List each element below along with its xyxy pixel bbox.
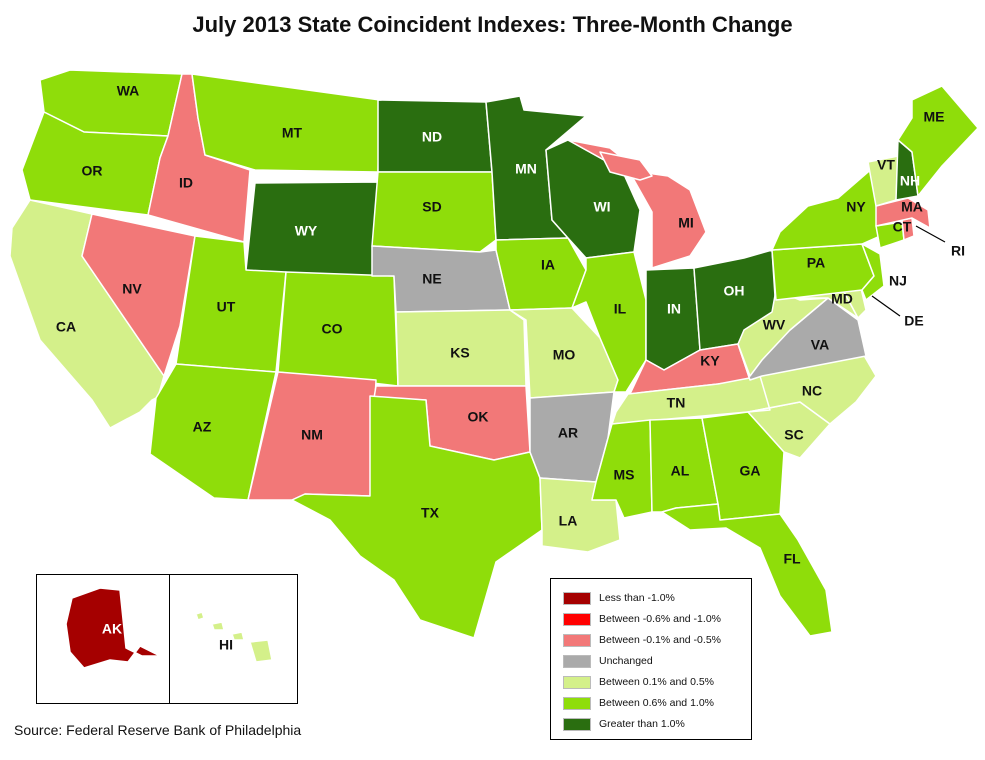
source-note: Source: Federal Reserve Bank of Philadel… bbox=[14, 722, 302, 738]
legend-label: Between -0.6% and -1.0% bbox=[599, 613, 721, 625]
state-label-or: OR bbox=[82, 163, 103, 179]
inset-box bbox=[36, 574, 298, 704]
legend-label: Between 0.6% and 1.0% bbox=[599, 697, 714, 709]
state-label-ca: CA bbox=[56, 319, 76, 335]
state-label-ut: UT bbox=[217, 299, 236, 315]
state-label-oh: OH bbox=[724, 283, 745, 299]
state-label-id: ID bbox=[179, 175, 193, 191]
state-label-nd: ND bbox=[422, 129, 442, 145]
state-label-me: ME bbox=[924, 109, 945, 125]
state-label-ak: AK bbox=[102, 621, 122, 637]
state-label-wy: WY bbox=[295, 223, 318, 239]
state-label-vt: VT bbox=[877, 157, 895, 173]
state-ia bbox=[495, 237, 587, 311]
state-nc bbox=[747, 351, 877, 425]
state-label-in: IN bbox=[667, 301, 681, 317]
state-sd bbox=[371, 171, 497, 253]
state-label-nj: NJ bbox=[889, 273, 907, 289]
state-il bbox=[571, 251, 647, 393]
state-label-sc: SC bbox=[784, 427, 803, 443]
state-label-ne: NE bbox=[422, 271, 441, 287]
ri-leader-line bbox=[915, 225, 946, 243]
state-label-ms: MS bbox=[614, 467, 635, 483]
state-label-wa: WA bbox=[117, 83, 140, 99]
state-fl bbox=[661, 503, 833, 637]
legend-label: Between 0.1% and 0.5% bbox=[599, 676, 714, 688]
state-label-nm: NM bbox=[301, 427, 323, 443]
legend-item: Greater than 1.0% bbox=[563, 717, 685, 731]
state-label-ri: RI bbox=[951, 243, 965, 259]
legend-swatch bbox=[563, 696, 591, 710]
state-label-nc: NC bbox=[802, 383, 822, 399]
legend-swatch bbox=[563, 654, 591, 668]
state-label-hi: HI bbox=[219, 637, 233, 653]
legend-label: Unchanged bbox=[599, 655, 653, 667]
state-label-ga: GA bbox=[740, 463, 761, 479]
de-leader-line bbox=[871, 295, 901, 317]
state-nj bbox=[861, 243, 885, 301]
state-nv bbox=[81, 213, 196, 377]
state-label-mo: MO bbox=[553, 347, 576, 363]
state-label-pa: PA bbox=[807, 255, 825, 271]
legend-swatch bbox=[563, 675, 591, 689]
state-label-md: MD bbox=[831, 291, 853, 307]
state-label-mi: MI bbox=[678, 215, 694, 231]
legend: Less than -1.0% Between -0.6% and -1.0% Be… bbox=[550, 578, 752, 740]
state-az bbox=[149, 363, 277, 501]
state-label-ky: KY bbox=[700, 353, 720, 369]
state-label-az: AZ bbox=[193, 419, 212, 435]
state-label-ma: MA bbox=[901, 199, 923, 215]
state-label-ia: IA bbox=[541, 257, 555, 273]
state-label-al: AL bbox=[671, 463, 690, 479]
state-label-sd: SD bbox=[422, 199, 441, 215]
legend-swatch bbox=[563, 612, 591, 626]
legend-item: Between -0.6% and -1.0% bbox=[563, 612, 721, 626]
legend-item: Between 0.6% and 1.0% bbox=[563, 696, 714, 710]
state-label-wi: WI bbox=[593, 199, 610, 215]
legend-swatch bbox=[563, 717, 591, 731]
state-ks bbox=[395, 309, 527, 387]
legend-item: Between -0.1% and -0.5% bbox=[563, 633, 721, 647]
legend-swatch bbox=[563, 633, 591, 647]
legend-label: Less than -1.0% bbox=[599, 592, 675, 604]
state-ak bbox=[65, 587, 161, 669]
state-me bbox=[897, 85, 979, 197]
state-label-mn: MN bbox=[515, 161, 537, 177]
state-tx bbox=[291, 395, 543, 639]
state-label-il: IL bbox=[614, 301, 627, 317]
state-label-co: CO bbox=[322, 321, 343, 337]
map-title: July 2013 State Coincident Indexes: Thre… bbox=[192, 12, 793, 37]
state-label-ct: CT bbox=[893, 219, 912, 235]
inset-divider bbox=[169, 575, 170, 703]
legend-swatch bbox=[563, 591, 591, 605]
state-label-mt: MT bbox=[282, 125, 303, 141]
state-label-ks: KS bbox=[450, 345, 469, 361]
legend-label: Between -0.1% and -0.5% bbox=[599, 634, 721, 646]
state-label-ar: AR bbox=[558, 425, 578, 441]
state-label-nv: NV bbox=[122, 281, 142, 297]
state-label-va: VA bbox=[811, 337, 829, 353]
legend-label: Greater than 1.0% bbox=[599, 718, 685, 730]
state-label-nh: NH bbox=[900, 173, 920, 189]
state-label-tx: TX bbox=[421, 505, 440, 521]
state-wv bbox=[737, 289, 829, 377]
state-mt bbox=[191, 73, 381, 173]
state-label-tn: TN bbox=[667, 395, 686, 411]
state-label-la: LA bbox=[559, 513, 578, 529]
legend-item: Less than -1.0% bbox=[563, 591, 675, 605]
legend-item: Unchanged bbox=[563, 654, 653, 668]
state-hi bbox=[195, 611, 273, 663]
state-label-fl: FL bbox=[783, 551, 801, 567]
state-label-ny: NY bbox=[846, 199, 866, 215]
state-label-ok: OK bbox=[468, 409, 489, 425]
legend-item: Between 0.1% and 0.5% bbox=[563, 675, 714, 689]
state-label-de: DE bbox=[904, 313, 923, 329]
state-ms bbox=[591, 419, 653, 519]
state-mi-upper-peninsula bbox=[599, 151, 653, 181]
state-label-wv: WV bbox=[763, 317, 786, 333]
